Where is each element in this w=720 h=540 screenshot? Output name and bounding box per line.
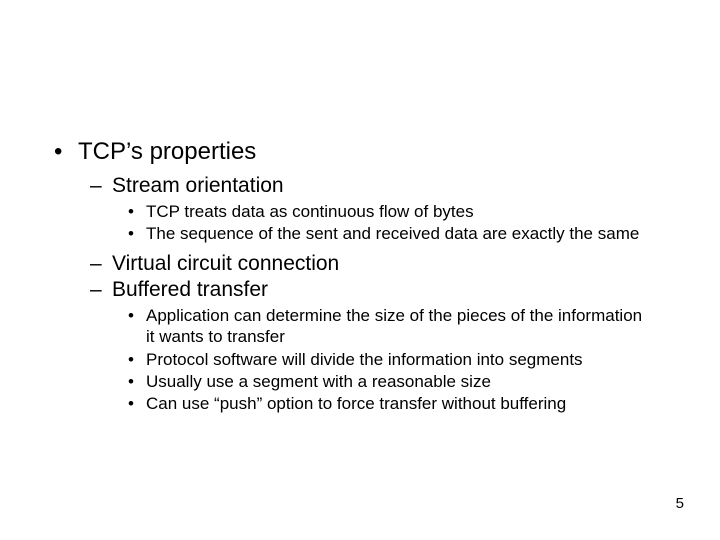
bullet-glyph-lvl3: • (128, 371, 146, 392)
bullet-level-3-item: • Usually use a segment with a reasonabl… (128, 371, 674, 392)
bullet-glyph-lvl3: • (128, 223, 146, 244)
bullet-level-3-item: • Protocol software will divide the info… (128, 349, 674, 370)
bullet-level-2-text: Buffered transfer (112, 277, 268, 303)
page-number: 5 (676, 495, 684, 512)
bullet-level-1-item: • TCP’s properties (54, 138, 674, 167)
bullet-glyph-lvl2: – (90, 173, 112, 199)
bullet-level-3-text: The sequence of the sent and received da… (146, 223, 639, 244)
bullet-level-2-item: – Stream orientation (90, 173, 674, 199)
bullet-level-3-text: Can use “push” option to force transfer … (146, 393, 566, 414)
bullet-level-3-group: • TCP treats data as continuous flow of … (54, 201, 674, 245)
bullet-glyph-lvl3: • (128, 305, 146, 326)
bullet-level-2-item: – Buffered transfer (90, 277, 674, 303)
bullet-level-3-item: • Application can determine the size of … (128, 305, 674, 348)
bullet-level-3-item: • Can use “push” option to force transfe… (128, 393, 674, 414)
bullet-level-3-text: Application can determine the size of th… (146, 305, 644, 348)
bullet-level-1-group: • TCP’s properties – Stream orientation … (54, 138, 674, 420)
bullet-glyph-lvl3: • (128, 349, 146, 370)
bullet-glyph-lvl3: • (128, 393, 146, 414)
bullet-glyph-lvl2: – (90, 251, 112, 277)
bullet-glyph-lvl3: • (128, 201, 146, 222)
bullet-level-2-item: – Virtual circuit connection (90, 251, 674, 277)
bullet-level-3-text: Usually use a segment with a reasonable … (146, 371, 491, 392)
bullet-level-3-text: Protocol software will divide the inform… (146, 349, 583, 370)
bullet-level-3-item: • TCP treats data as continuous flow of … (128, 201, 674, 222)
slide: • TCP’s properties – Stream orientation … (0, 0, 720, 540)
bullet-level-3-text: TCP treats data as continuous flow of by… (146, 201, 474, 222)
bullet-level-1-text: TCP’s properties (78, 138, 256, 167)
bullet-level-3-item: • The sequence of the sent and received … (128, 223, 674, 244)
bullet-level-2-group: – Stream orientation • TCP treats data a… (54, 173, 674, 415)
bullet-glyph-lvl1: • (54, 138, 78, 167)
bullet-level-2-text: Virtual circuit connection (112, 251, 339, 277)
bullet-level-2-text: Stream orientation (112, 173, 284, 199)
bullet-glyph-lvl2: – (90, 277, 112, 303)
bullet-level-3-group: • Application can determine the size of … (54, 305, 674, 414)
